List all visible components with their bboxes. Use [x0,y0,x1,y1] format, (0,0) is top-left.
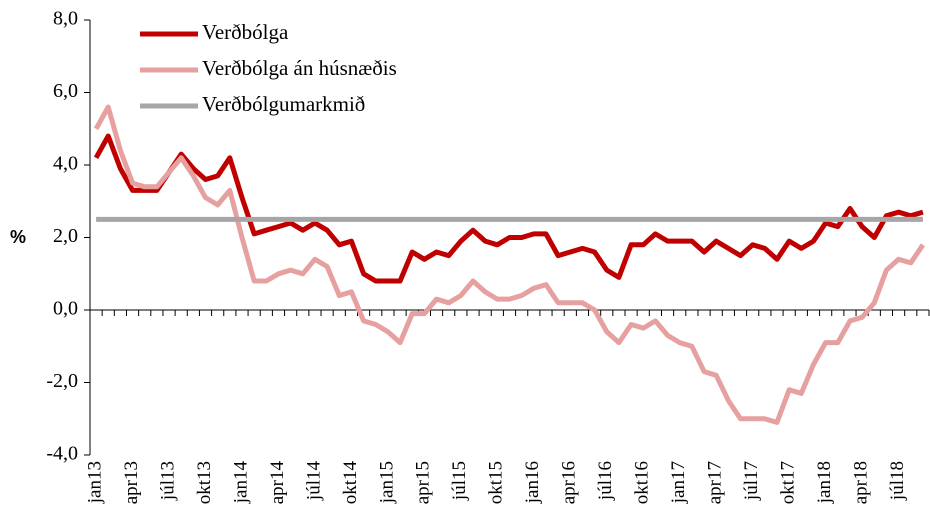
x-tick-label: jan17 [668,461,689,504]
line-series [93,104,925,425]
x-tick-label: okt14 [340,461,361,505]
y-tick-label: 8,0 [53,8,78,30]
x-tick-label: jan14 [230,461,251,505]
legend-label: Verðbólga [202,20,289,44]
x-tick-label: okt17 [778,461,799,504]
x-tick-label: apr17 [705,461,726,504]
x-tick-label: apr18 [850,461,871,504]
x-tick-label: jan18 [814,461,835,504]
x-tick-label: júl13 [157,461,178,501]
x-tick-label: apr16 [559,461,580,504]
x-tick-label: júl17 [741,461,762,501]
line-series [93,133,924,284]
legend-label: Verðbólgumarkmið [202,92,365,116]
x-tick-label: okt16 [632,461,653,504]
x-tick-label: apr13 [121,461,142,504]
x-tick-label: jan13 [84,461,105,504]
x-tick-label: júl15 [449,461,470,501]
y-tick-label: 0,0 [53,298,78,320]
y-tick-label: -4,0 [46,443,78,465]
y-tick-label: -2,0 [46,370,78,392]
x-tick-label: apr15 [413,461,434,504]
x-tick-label: jan15 [376,461,397,504]
y-tick-label: 4,0 [53,153,78,175]
y-tick-label: 2,0 [53,225,78,247]
x-tick-label: apr14 [267,461,288,505]
legend-label: Verðbólga án húsnæðis [202,56,397,80]
x-tick-label: júl18 [887,461,908,501]
x-tick-label: júl14 [303,461,324,502]
x-tick-label: jan16 [522,461,543,504]
y-axis-label: % [10,227,26,247]
x-tick-label: júl16 [595,461,616,501]
x-tick-label: okt15 [486,461,507,504]
y-tick-label: 6,0 [53,80,78,102]
x-tick-label: okt13 [194,461,215,504]
